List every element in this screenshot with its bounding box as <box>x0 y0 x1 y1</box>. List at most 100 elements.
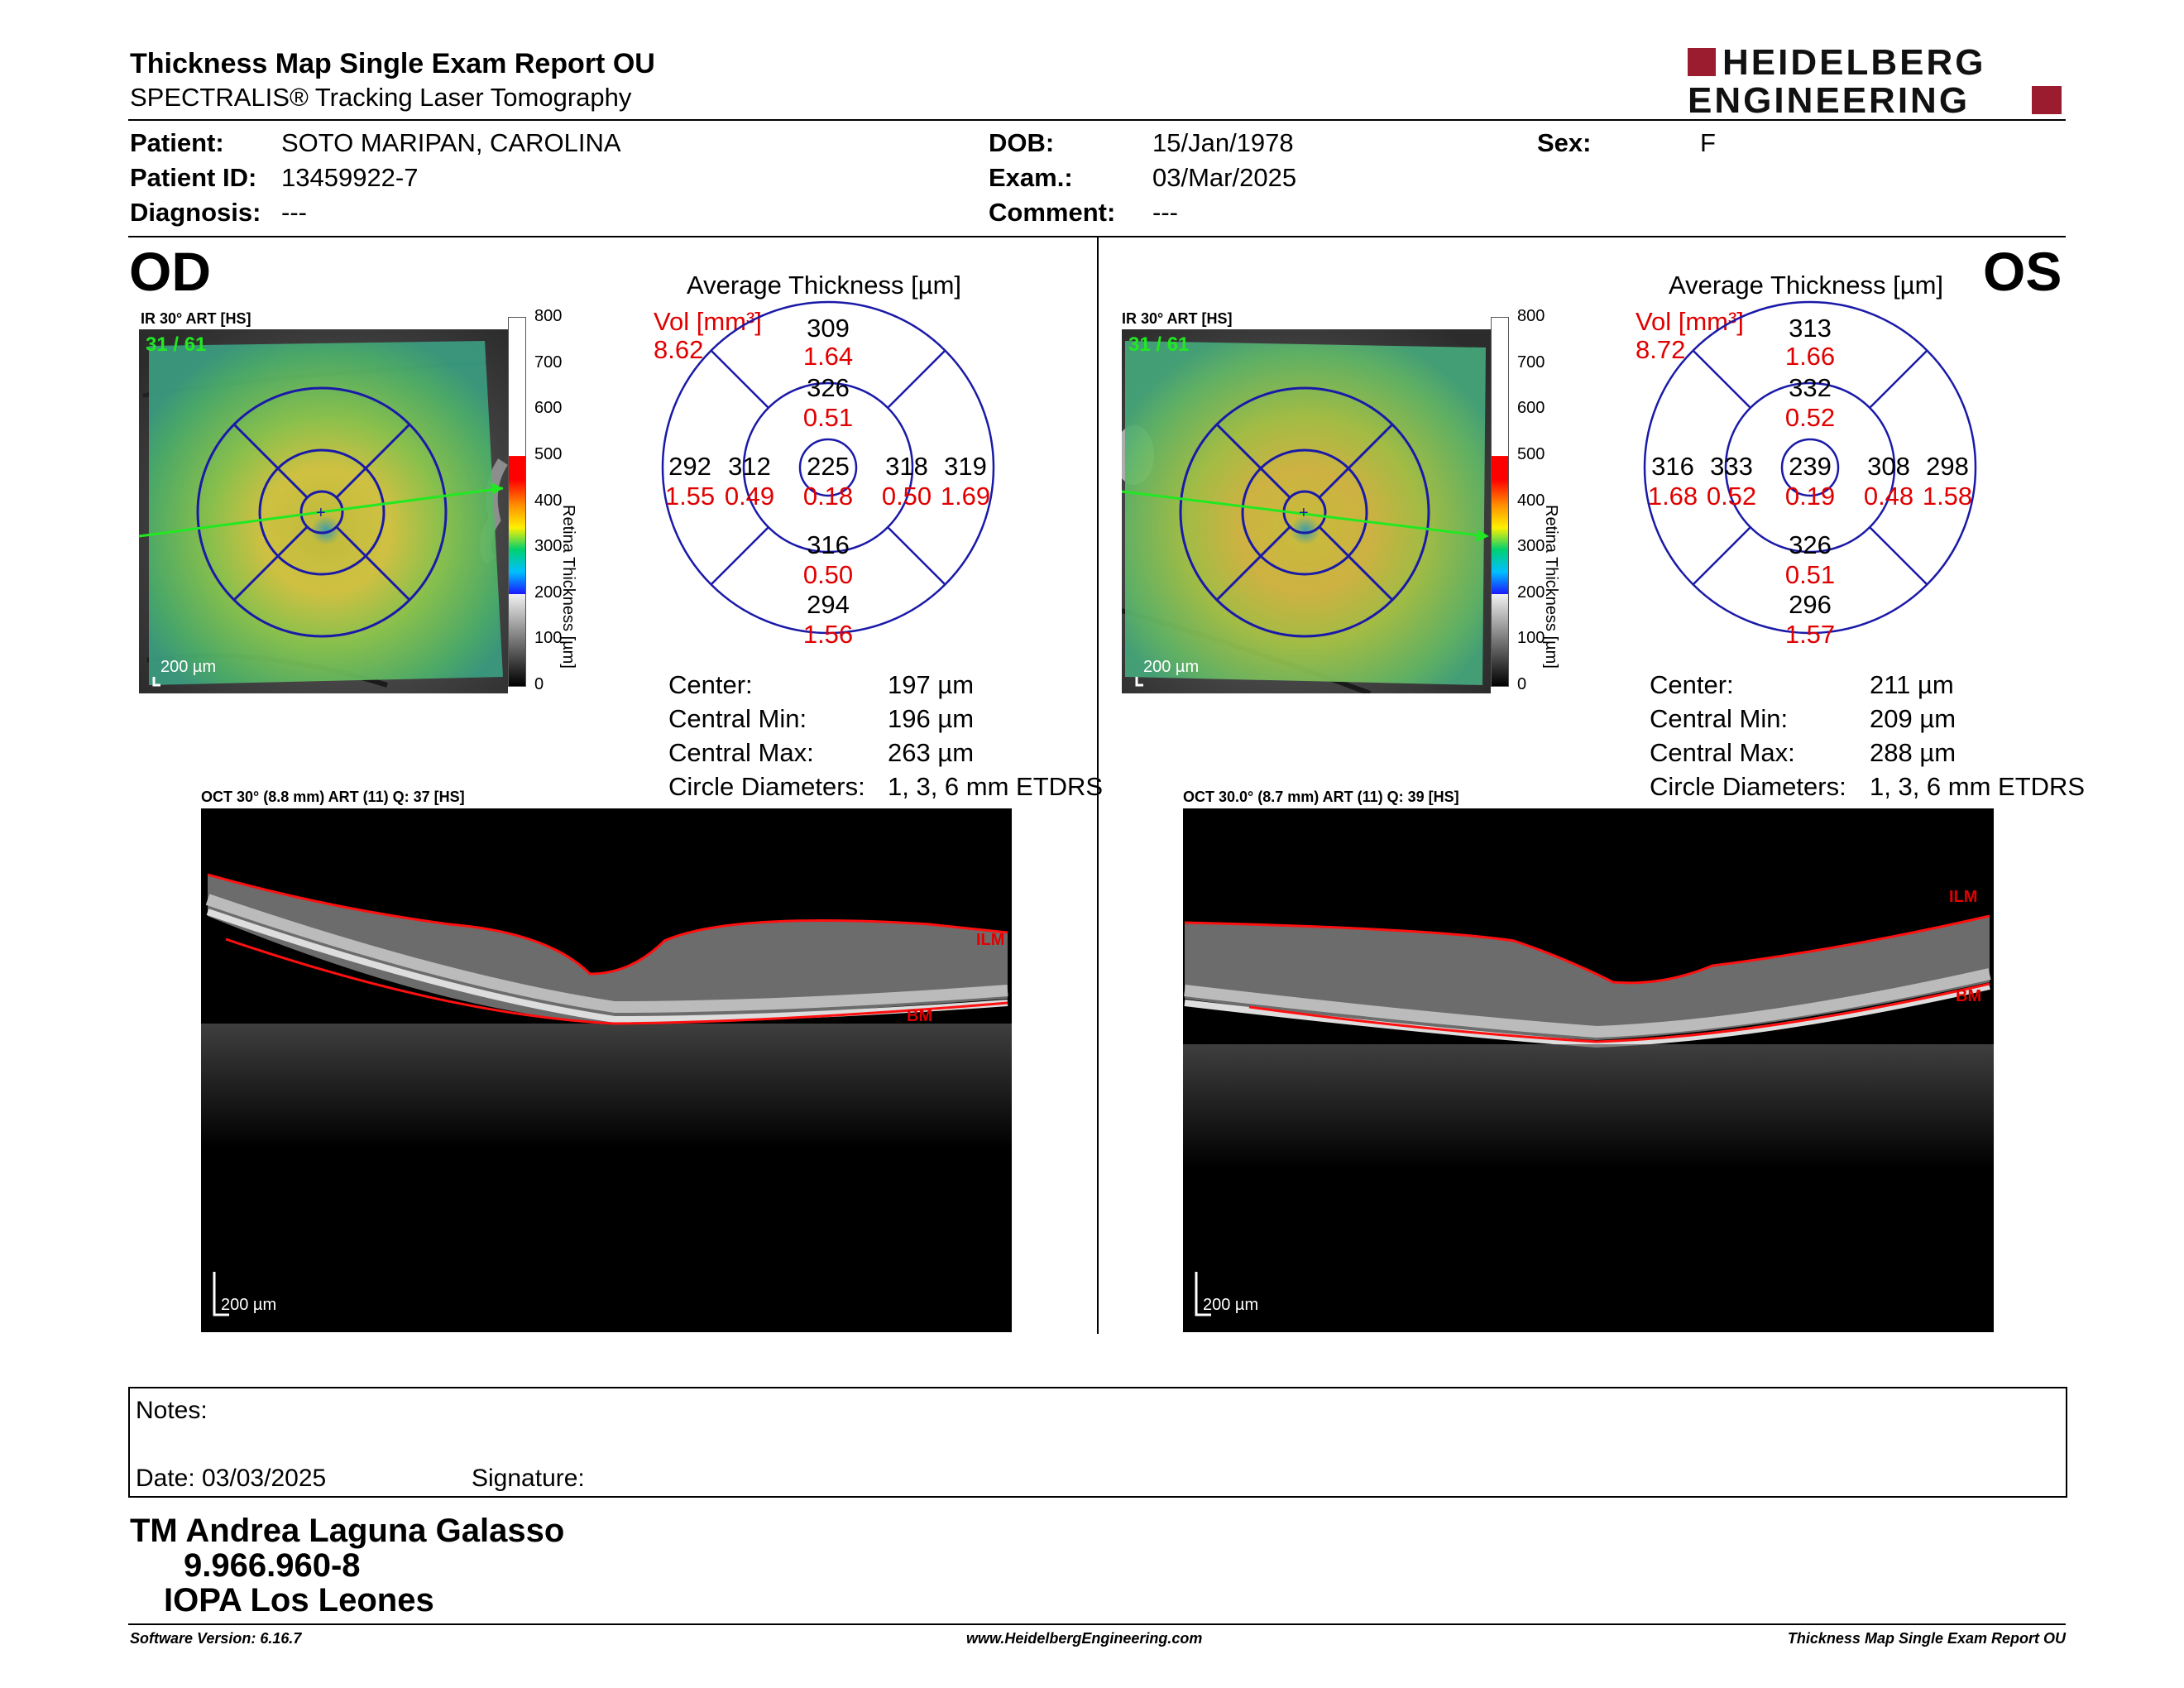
os-inf-inner: 326 <box>1789 530 1832 559</box>
comment-label: Comment: <box>989 198 1116 227</box>
od-inf-outer-vol: 1.56 <box>802 620 854 649</box>
sex-value: F <box>1700 128 1716 157</box>
exam-value: 03/Mar/2025 <box>1152 163 1297 192</box>
od-colorbar-label: Retina Thickness [µm] <box>559 505 577 669</box>
od-ilm-label: ILM <box>976 931 1005 949</box>
colorbar-tick-500: 500 <box>1517 444 1545 463</box>
od-max-label: Central Max: <box>668 738 814 767</box>
od-tmp-inner-vol: 0.50 <box>881 482 932 511</box>
os-nas-inner-vol: 0.52 <box>1706 482 1757 511</box>
os-ilm-label: ILM <box>1949 888 1978 906</box>
svg-text:HEIDELBERG: HEIDELBERG <box>1722 43 1985 83</box>
dob-value: 15/Jan/1978 <box>1152 128 1294 157</box>
od-center-value: 197 µm <box>888 670 975 699</box>
od-sup-inner: 326 <box>807 373 850 402</box>
os-circ-label: Circle Diameters: <box>1650 772 1846 801</box>
od-colorbar <box>508 317 526 687</box>
colorbar-tick-0: 0 <box>534 675 544 693</box>
od-avg-title: Average Thickness [µm] <box>687 271 962 300</box>
signature-label: Signature: <box>472 1465 585 1492</box>
colorbar-tick-100: 100 <box>534 629 563 648</box>
colorbar-tick-0: 0 <box>1517 675 1527 693</box>
od-oct-bscan-image <box>201 808 1012 1332</box>
os-thickness-map-image: + <box>1122 329 1491 693</box>
os-inf-outer: 296 <box>1789 590 1832 619</box>
colorbar-tick-700: 700 <box>534 352 563 372</box>
colorbar-tick-600: 600 <box>1517 399 1545 418</box>
od-inf-inner-vol: 0.50 <box>802 560 854 589</box>
od-inf-outer: 294 <box>807 590 850 619</box>
od-nas-outer: 292 <box>668 452 711 481</box>
report-subtitle: SPECTRALIS® Tracking Laser Tomography <box>130 83 632 112</box>
patient-label: Patient: <box>130 128 224 157</box>
os-center-label: Center: <box>1650 670 1734 699</box>
os-fundus-scale: 200 µm <box>1143 658 1200 676</box>
od-inf-inner: 316 <box>807 530 850 559</box>
os-center-value: 211 µm <box>1870 670 1954 699</box>
od-vol-label: Vol [mm³] <box>654 307 762 336</box>
od-ir-label: IR 30° ART [HS] <box>141 310 251 327</box>
colorbar-tick-400: 400 <box>1517 491 1545 510</box>
dob-label: DOB: <box>989 128 1055 157</box>
os-frame-counter: 31 / 61 <box>1128 333 1190 356</box>
svg-text:ENGINEERING: ENGINEERING <box>1688 80 1970 119</box>
footer-report-name: Thickness Map Single Exam Report OU <box>1787 1630 2066 1647</box>
signer-name: TM Andrea Laguna Galasso <box>130 1513 565 1549</box>
comment-value: --- <box>1152 198 1178 227</box>
diagnosis-label: Diagnosis: <box>130 198 261 227</box>
footer-url[interactable]: www.HeidelbergEngineering.com <box>966 1630 1203 1647</box>
os-min-value: 209 µm <box>1870 704 1956 733</box>
signer-id: 9.966.960-8 <box>184 1547 361 1584</box>
os-bm-label: BM <box>1956 987 1982 1005</box>
od-vol-value: 8.62 <box>654 335 704 364</box>
colorbar-tick-700: 700 <box>1517 352 1545 372</box>
colorbar-tick-400: 400 <box>534 491 563 510</box>
os-oct-bscan-image <box>1183 808 1994 1332</box>
colorbar-tick-600: 600 <box>534 399 563 418</box>
sex-label: Sex: <box>1537 128 1592 157</box>
od-tmp-inner: 318 <box>885 452 928 481</box>
os-nas-outer: 316 <box>1651 452 1694 481</box>
os-vol-value: 8.72 <box>1636 335 1686 364</box>
notes-date: Date: 03/03/2025 <box>136 1465 327 1492</box>
od-tmp-outer-vol: 1.69 <box>940 482 991 511</box>
os-etdrs-grid <box>1642 300 1978 635</box>
colorbar-tick-300: 300 <box>534 537 563 556</box>
od-frame-counter: 31 / 61 <box>146 333 207 356</box>
os-min-label: Central Min: <box>1650 704 1789 733</box>
os-max-label: Central Max: <box>1650 738 1795 767</box>
od-circ-value: 1, 3, 6 mm ETDRS <box>888 772 1104 801</box>
os-sup-outer-vol: 1.66 <box>1784 342 1836 371</box>
os-sup-outer: 313 <box>1789 314 1832 343</box>
os-center: 239 <box>1789 452 1832 481</box>
os-ir-label: IR 30° ART [HS] <box>1122 310 1233 327</box>
notes-box <box>128 1387 2067 1498</box>
od-circ-label: Circle Diameters: <box>668 772 865 801</box>
os-tmp-inner: 308 <box>1867 452 1910 481</box>
colorbar-tick-500: 500 <box>534 444 563 463</box>
os-avg-title: Average Thickness [µm] <box>1669 271 1944 300</box>
os-tmp-outer-vol: 1.58 <box>1922 482 1973 511</box>
os-max-value: 288 µm <box>1870 738 1956 767</box>
os-center-vol: 0.19 <box>1784 482 1836 511</box>
exam-label: Exam.: <box>989 163 1073 192</box>
os-tmp-inner-vol: 0.48 <box>1863 482 1914 511</box>
od-nas-inner: 312 <box>728 452 771 481</box>
os-eye-label: OS <box>1983 241 2062 302</box>
od-etdrs-grid <box>660 300 996 635</box>
colorbar-tick-800: 800 <box>534 307 563 325</box>
svg-text:+: + <box>1299 504 1309 522</box>
colorbar-tick-300: 300 <box>1517 537 1545 556</box>
diagnosis-value: --- <box>281 198 307 227</box>
od-min-value: 196 µm <box>888 704 975 733</box>
patient-name: SOTO MARIPAN, CAROLINA <box>281 128 621 157</box>
od-center: 225 <box>807 452 850 481</box>
od-tmp-outer: 319 <box>944 452 987 481</box>
patient-id: 13459922-7 <box>281 163 419 192</box>
od-bm-label: BM <box>907 1007 933 1025</box>
signer-institution: IOPA Los Leones <box>164 1582 434 1618</box>
patient-id-label: Patient ID: <box>130 163 257 192</box>
footer-version: Software Version: 6.16.7 <box>130 1630 302 1647</box>
notes-label: Notes: <box>136 1397 208 1424</box>
report-title: Thickness Map Single Exam Report OU <box>130 48 655 79</box>
